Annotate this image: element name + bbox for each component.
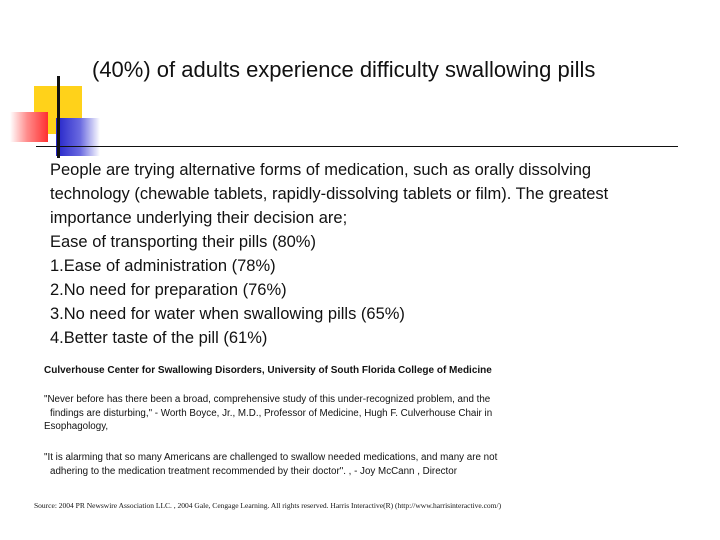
body-line: importance underlying their decision are… — [50, 209, 348, 227]
quote-line: "Never before has there been a broad, co… — [44, 394, 491, 405]
ornament-vertical-rule — [57, 76, 60, 158]
list-item: 1.Ease of administration (78%) — [50, 257, 276, 275]
ornament-blue-gradient-bar — [56, 118, 100, 156]
quote-boyce: "Never before has there been a broad, co… — [44, 393, 664, 434]
list-item: 3.No need for water when swallowing pill… — [50, 305, 405, 323]
quote-line: adhering to the medication treatment rec… — [50, 465, 457, 477]
slide-title: (40%) of adults experience difficulty sw… — [92, 57, 596, 82]
body-line: People are trying alternative forms of m… — [50, 161, 592, 179]
body-text: People are trying alternative forms of m… — [50, 158, 700, 350]
body-line: technology (chewable tablets, rapidly-di… — [50, 185, 609, 203]
list-item: 2.No need for preparation (76%) — [50, 281, 287, 299]
quote-line: Esophagology, — [44, 421, 109, 432]
section-heading: Culverhouse Center for Swallowing Disord… — [44, 365, 492, 376]
list-item: 4.Better taste of the pill (61%) — [50, 329, 268, 347]
quote-line: findings are disturbing," - Worth Boyce,… — [50, 407, 493, 419]
quote-mccann: "It is alarming that so many Americans a… — [44, 451, 664, 478]
body-line: Ease of transporting their pills (80%) — [50, 233, 316, 251]
title-underline-rule — [36, 146, 678, 147]
source-citation: Source: 2004 PR Newswire Association LLC… — [34, 501, 502, 510]
quote-line: "It is alarming that so many Americans a… — [44, 452, 498, 463]
ornament-red-gradient-bar — [10, 112, 48, 142]
